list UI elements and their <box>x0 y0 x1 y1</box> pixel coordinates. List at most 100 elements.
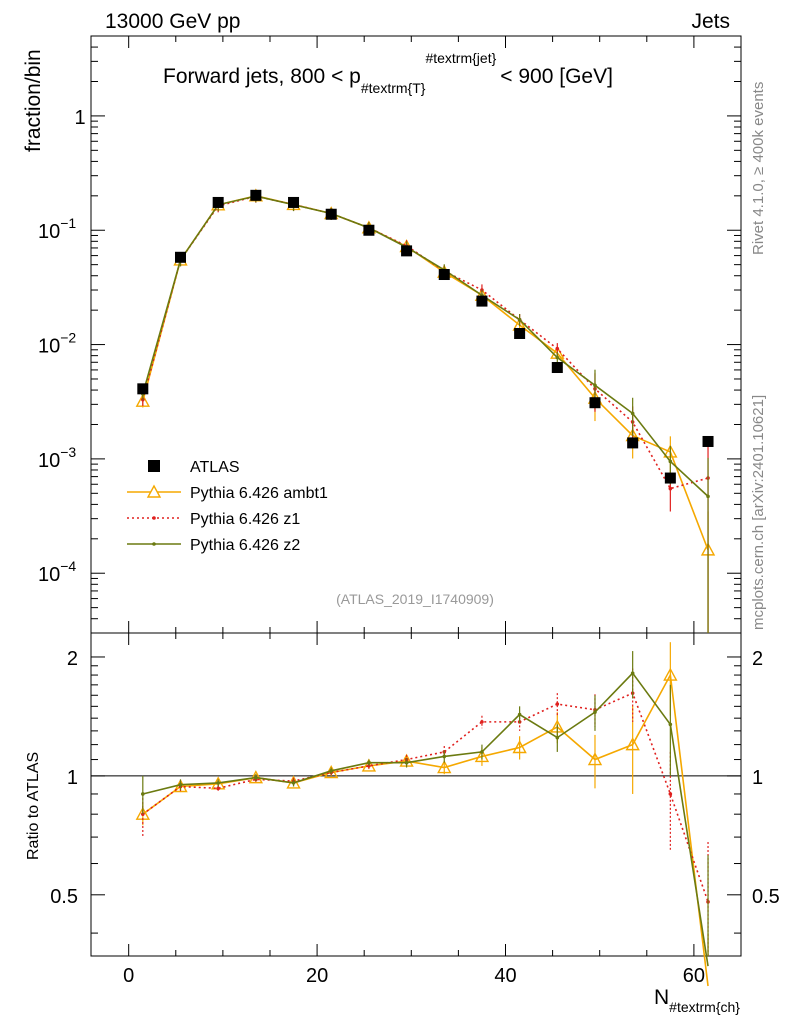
data-point-atlas <box>664 472 676 484</box>
data-point-atlas <box>551 362 563 374</box>
ratio-marker-z1 <box>555 702 560 706</box>
ratio-line-z1 <box>142 692 709 903</box>
x-axis-label: N#textrm{ch} <box>654 986 740 1015</box>
x-tick-label: 20 <box>306 965 328 987</box>
ratio-marker-z2 <box>367 760 371 765</box>
ratio-tick-label: 2 <box>67 648 78 670</box>
ratio-marker-z2 <box>329 769 334 773</box>
analysis-watermark: (ATLAS_2019_I1740909) <box>336 591 494 607</box>
legend-label-z1: Pythia 6.426 z1 <box>190 511 300 528</box>
ratio-marker-z2 <box>630 671 635 675</box>
marker-z2 <box>517 317 522 322</box>
legend-label-ambt1: Pythia 6.426 ambt1 <box>190 485 328 502</box>
marker-z1 <box>668 486 673 491</box>
ratio-tick-label: 1 <box>67 767 78 789</box>
ratio-line-z2 <box>142 671 709 967</box>
data-point-atlas <box>514 327 526 339</box>
marker-z2 <box>593 383 597 388</box>
series-line-z2 <box>142 195 709 497</box>
ratio-marker-ambt1 <box>474 748 490 763</box>
y-tick-label: 1 <box>74 107 85 129</box>
ratio-marker-z2 <box>291 781 296 785</box>
title-subscript: #textrm{T} <box>361 80 426 96</box>
ratio-tick-label: 0.5 <box>50 886 78 908</box>
ratio-marker-ambt1 <box>587 752 603 766</box>
ratio-marker-ambt1 <box>248 770 264 784</box>
marker-z2 <box>706 494 710 499</box>
data-point-atlas <box>288 196 300 208</box>
ratio-marker-z1 <box>668 792 673 796</box>
plot-title: Forward jets, 800 < p#textrm{T} #textrm{j… <box>163 50 613 96</box>
y-tick-label: 10−1 <box>38 215 76 243</box>
data-point-atlas <box>325 208 337 220</box>
marker-ambt1 <box>135 393 150 407</box>
title-part-a: Forward jets, 800 < p <box>163 65 361 88</box>
data-point-atlas <box>589 397 601 409</box>
data-point-atlas <box>250 189 262 201</box>
ratio-axis-label: Ratio to ATLAS <box>25 752 42 860</box>
title-part-b: < 900 [GeV] <box>500 65 613 88</box>
ratio-marker-ambt1 <box>512 740 527 754</box>
main-frame <box>90 35 742 634</box>
ratio-marker-z2 <box>593 710 597 714</box>
ratio-marker-z2 <box>555 735 560 740</box>
x-label-main: N <box>654 986 669 1009</box>
mcplots-label: mcplots.cern.ch [arXiv:2401.10621] <box>750 395 767 630</box>
data-point-atlas <box>627 437 639 449</box>
ratio-series-layer <box>135 642 710 987</box>
ratio-marker-z2 <box>442 754 447 759</box>
y-tick-label: 10−2 <box>38 330 76 358</box>
ratio-tick-label-right: 2 <box>752 648 763 670</box>
jets-label: Jets <box>691 10 730 33</box>
main-series-layer <box>135 188 716 633</box>
axis-ticks: 0 20 40 60 1 10−1 10−2 10−3 10−4 2 2 1 1 0.5 0.5 <box>38 35 780 987</box>
x-tick-label: 40 <box>494 965 516 987</box>
ratio-marker-z2 <box>178 782 183 787</box>
marker-z1 <box>555 346 560 351</box>
legend-label-z2: Pythia 6.426 z2 <box>190 537 300 554</box>
title-superscript: #textrm{jet} <box>425 50 496 66</box>
y-tick-label: 10−3 <box>38 444 76 472</box>
ratio-marker-ambt1 <box>625 737 640 751</box>
ratio-line-ambt1 <box>142 672 709 987</box>
ratio-marker-z2 <box>254 775 258 780</box>
rivet-label: Rivet 4.1.0, ≥ 400k events <box>750 82 767 255</box>
legend-marker-z2 <box>152 542 156 546</box>
data-point-atlas <box>438 269 450 281</box>
ratio-marker-ambt1 <box>663 667 678 681</box>
x-tick-label: 0 <box>123 965 134 987</box>
data-point-atlas <box>212 196 224 208</box>
y-tick-label: 10−4 <box>38 558 76 586</box>
ratio-marker-z1 <box>216 786 220 791</box>
marker-z2 <box>630 411 635 416</box>
ratio-frame <box>90 632 742 957</box>
x-tick-label: 60 <box>683 965 705 987</box>
data-point-atlas <box>174 251 186 263</box>
ratio-marker-z2 <box>404 760 409 765</box>
ratio-marker-z2 <box>216 781 220 785</box>
ratio-tick-label-right: 0.5 <box>752 886 780 908</box>
legend-label-ATLAS: ATLAS <box>190 459 240 476</box>
data-point-atlas <box>401 245 413 257</box>
ratio-marker-z2 <box>668 722 673 727</box>
ratio-marker-z1 <box>480 720 484 724</box>
data-point-atlas <box>702 435 714 447</box>
x-label-subscript: #textrm{ch} <box>669 999 740 1015</box>
data-point-atlas <box>476 295 488 307</box>
legend-marker-z1 <box>152 516 156 520</box>
marker-z2 <box>668 459 673 464</box>
series-line-z1 <box>142 195 709 490</box>
ratio-marker-z2 <box>480 750 484 754</box>
data-point-atlas <box>137 383 149 395</box>
marker-z2 <box>555 355 560 360</box>
legend-marker-atlas <box>148 460 160 472</box>
data-point-atlas <box>363 224 375 236</box>
legend: ATLAS Pythia 6.426 ambt1 Pythia 6.426 z1 Py… <box>127 459 328 554</box>
ratio-marker-ambt1 <box>437 760 452 774</box>
ratio-marker-z2 <box>141 792 145 796</box>
y-axis-label: fraction/bin <box>22 49 45 152</box>
ratio-marker-z2 <box>517 712 522 717</box>
legend-marker-ambt1 <box>146 484 162 498</box>
energy-label: 13000 GeV pp <box>105 10 240 33</box>
